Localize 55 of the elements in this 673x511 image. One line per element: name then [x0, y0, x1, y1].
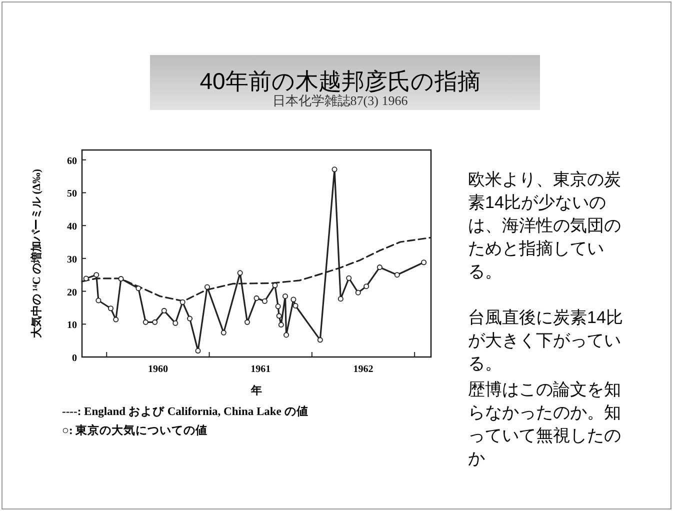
point: [94, 272, 100, 278]
y-tick-label: 0: [72, 353, 77, 364]
point: [317, 337, 323, 343]
text: 歴博はこの論文を知らなかったのか。知っていて無視したのか: [468, 379, 622, 470]
text: ----: England および California, China Lake の値: [62, 405, 308, 418]
point: [152, 319, 158, 325]
point: [332, 166, 338, 172]
point: [83, 276, 89, 282]
point: [421, 260, 427, 266]
point: [118, 276, 124, 282]
point: [284, 332, 290, 338]
point: [394, 272, 400, 278]
x-tick-label: 1962: [353, 364, 374, 375]
point: [376, 264, 382, 270]
point: [244, 319, 250, 325]
point: [180, 299, 186, 305]
point: [338, 296, 344, 302]
point: [96, 298, 102, 304]
point: [220, 330, 226, 336]
point: [113, 316, 119, 322]
point: [237, 270, 243, 276]
point: [282, 293, 288, 299]
x-axis-title: 年: [250, 384, 262, 397]
text: ○: 東京の大気についての値: [62, 423, 208, 437]
text: 台風直後に炭素14比が大きく下がっている。: [468, 307, 624, 375]
y-axis-title: 大気中の ¹⁴C の増加パーミル (Δ‰): [30, 168, 43, 338]
x-tick-label: 1961: [250, 364, 271, 375]
point: [290, 296, 296, 302]
point: [278, 322, 284, 328]
point: [204, 284, 210, 290]
chart-title: 40年前の木越邦彦氏の指摘: [200, 68, 480, 94]
point: [136, 286, 142, 292]
point: [364, 284, 370, 290]
point: [187, 316, 193, 322]
point: [262, 298, 268, 304]
point: [161, 308, 167, 314]
y-tick-label: 20: [67, 287, 77, 298]
point: [254, 295, 260, 301]
chart-subtitle: 日本化学雑誌87(3) 1966: [272, 93, 408, 108]
y-tick-label: 10: [67, 320, 77, 332]
point: [195, 348, 201, 354]
point: [108, 306, 114, 312]
point: [355, 290, 361, 296]
y-tick-label: 50: [67, 188, 77, 200]
point: [275, 304, 281, 310]
x-tick-label: 1960: [148, 364, 168, 375]
y-tick-label: 30: [67, 254, 77, 266]
point: [172, 320, 178, 326]
text: 欧米より、東京の炭素14比が少ないのは、海洋性の気団のためと指摘している。: [468, 169, 622, 283]
point: [346, 275, 352, 281]
y-tick-label: 40: [67, 222, 77, 233]
point: [142, 319, 148, 325]
point: [292, 302, 298, 308]
y-tick-label: 60: [67, 156, 77, 167]
point: [276, 313, 282, 319]
